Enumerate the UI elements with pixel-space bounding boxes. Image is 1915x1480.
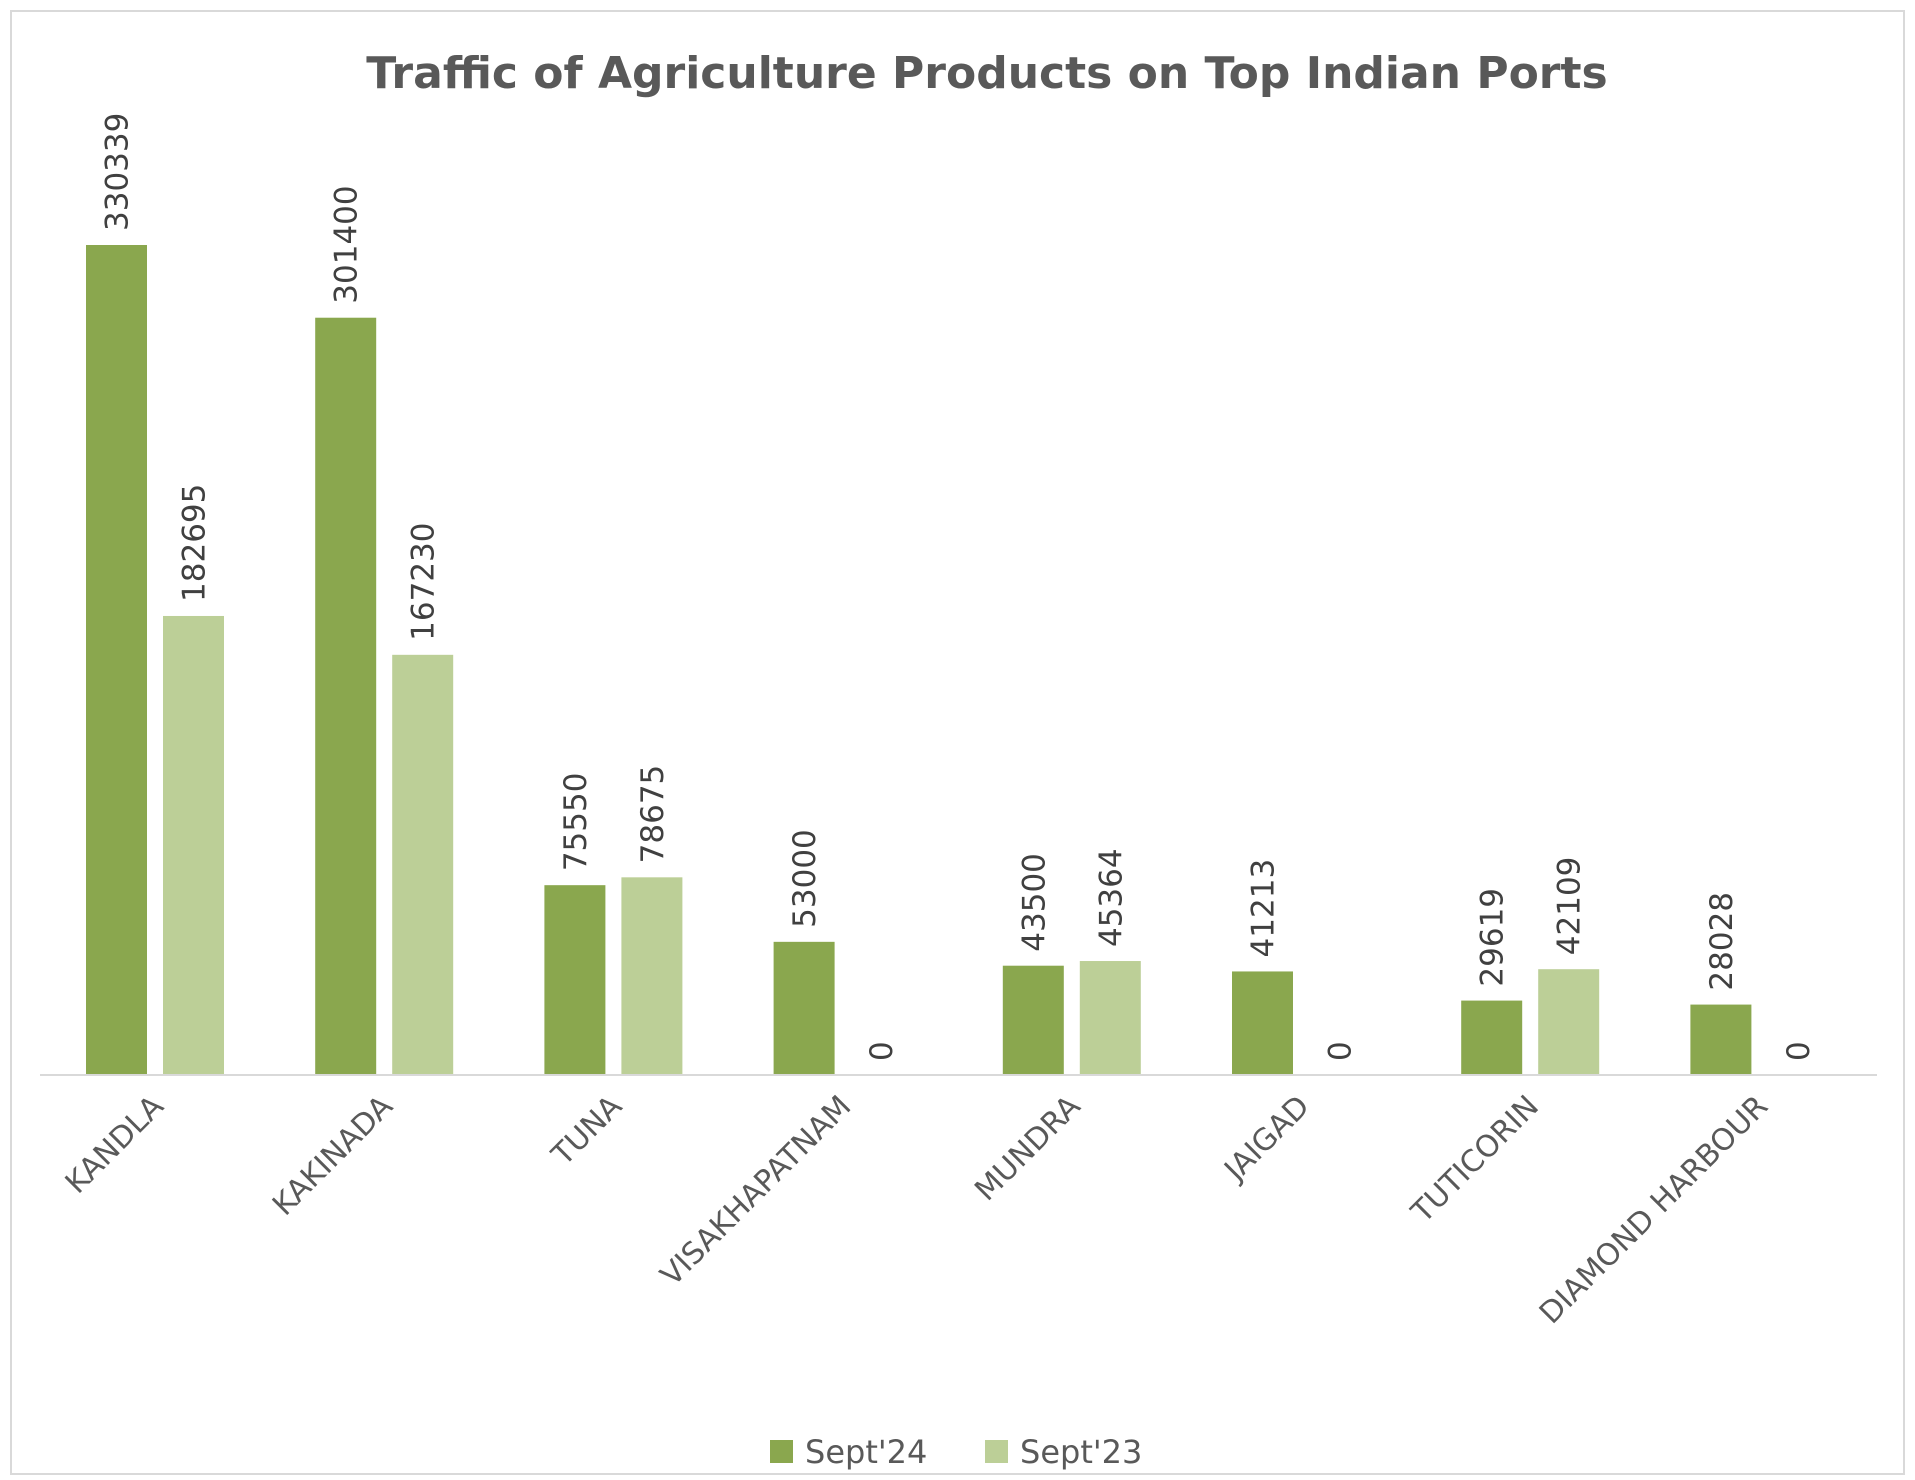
- legend-swatch: [770, 1440, 793, 1463]
- category-label: TUTICORIN: [1404, 1089, 1546, 1231]
- bar-mundra-series-2: [1079, 961, 1141, 1075]
- bar-mundra-series-1: [1002, 965, 1064, 1075]
- legend: Sept'24 Sept'23: [770, 1433, 1142, 1471]
- data-label: 0: [864, 1041, 900, 1061]
- legend-label: Sept'23: [1020, 1433, 1142, 1471]
- bar-kandla-series-1: [86, 245, 147, 1075]
- bar-tuticorin-series-1: [1461, 1000, 1523, 1075]
- data-label: 41213: [1246, 859, 1282, 958]
- data-label: 53000: [787, 829, 823, 928]
- legend-label: Sept'24: [805, 1433, 927, 1471]
- data-label: 0: [1323, 1041, 1359, 1061]
- category-label: KAKINADA: [266, 1089, 400, 1223]
- bar-kakinada-series-2: [392, 654, 454, 1075]
- data-label: 78675: [635, 765, 671, 864]
- chart-title: Traffic of Agriculture Products on Top I…: [366, 48, 1607, 99]
- bar-kandla-series-2: [163, 615, 224, 1075]
- bar-jaigad-series-1: [1232, 971, 1293, 1075]
- bar-tuna-series-2: [621, 877, 683, 1075]
- bars-layer: [86, 245, 1752, 1075]
- data-label: 45364: [1093, 848, 1129, 947]
- data-label: 0: [1781, 1041, 1817, 1061]
- category-label: JAIGAD: [1217, 1089, 1317, 1189]
- bar-kakinada-series-1: [315, 317, 377, 1075]
- data-label: 167230: [406, 522, 442, 640]
- bar-tuticorin-series-2: [1538, 969, 1600, 1075]
- data-label: 28028: [1704, 892, 1740, 991]
- data-label: 42109: [1552, 857, 1588, 956]
- data-label: 29619: [1475, 888, 1511, 987]
- category-labels-layer: KANDLA KAKINADA TUNA VISAKHAPATNAM MUNDRA JAI…: [59, 1089, 1775, 1331]
- data-label: 75550: [558, 773, 594, 872]
- data-label: 43500: [1016, 853, 1052, 952]
- category-label: KANDLA: [59, 1089, 171, 1201]
- bar-visakhapatnam-series-1: [773, 941, 835, 1075]
- data-label: 301400: [329, 185, 365, 303]
- category-label: VISAKHAPATNAM: [654, 1089, 858, 1293]
- data-labels-layer: 330339 182695 301400 167230 75550 78675 53000 0…: [100, 113, 1817, 1061]
- data-label: 330339: [100, 113, 136, 231]
- bar-tuna-series-1: [544, 885, 606, 1075]
- legend-swatch: [985, 1440, 1008, 1463]
- data-label: 182695: [177, 484, 213, 602]
- category-label: TUNA: [545, 1089, 630, 1174]
- category-label: DIAMOND HARBOUR: [1533, 1089, 1775, 1331]
- bar-diamond-harbour-series-1: [1690, 1004, 1752, 1075]
- category-label: MUNDRA: [968, 1089, 1088, 1209]
